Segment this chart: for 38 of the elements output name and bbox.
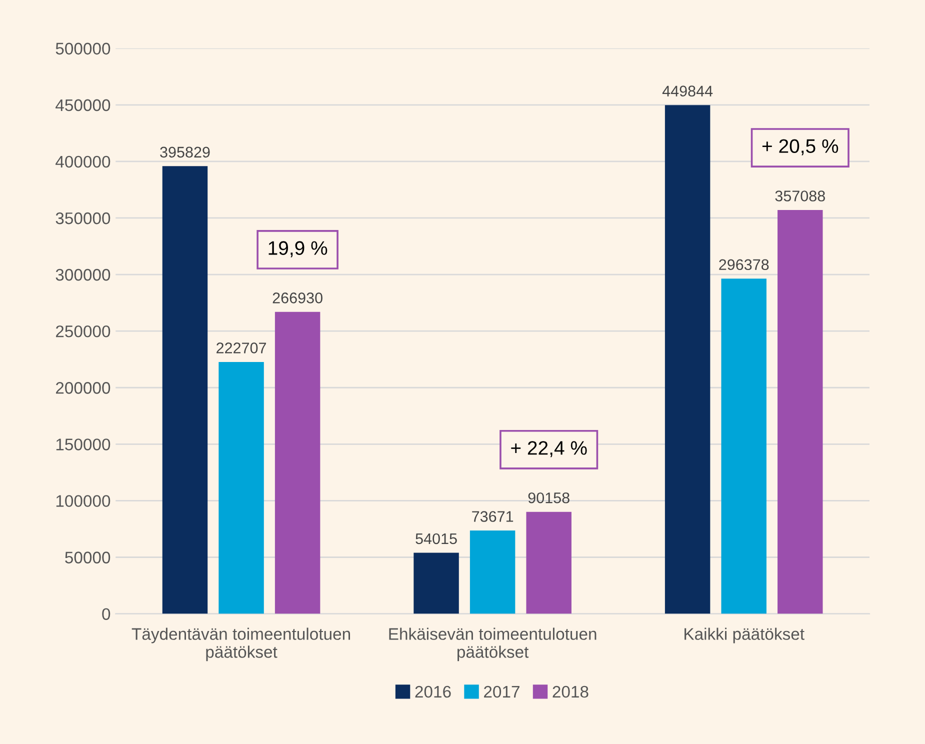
bar (778, 210, 823, 614)
data-label: 266930 (272, 292, 322, 304)
y-tick-label: 150000 (56, 438, 110, 450)
bar (162, 166, 208, 614)
x-tick-label: Täydentävän toimeentulotuen päätökset (132, 628, 350, 662)
y-tick-label: 100000 (56, 495, 110, 507)
data-label: 395829 (160, 146, 210, 158)
y-tick-label: 500000 (56, 42, 110, 55)
bar (470, 530, 516, 614)
y-tick-label: 450000 (56, 99, 110, 112)
legend-label: 2016 (415, 686, 451, 698)
y-tick-label: 400000 (56, 156, 110, 168)
bar (414, 552, 459, 614)
data-label: 73671 (472, 511, 514, 522)
y-tick-label: 200000 (56, 382, 110, 394)
y-tick-label: 250000 (56, 325, 110, 338)
annotation: 19,9 % (268, 241, 328, 258)
y-tick-label: 300000 (56, 268, 110, 281)
bar (526, 512, 572, 614)
data-label: 449844 (662, 86, 713, 97)
annotation: + 20,5 % (762, 139, 838, 156)
y-tick-label: 0 (102, 608, 110, 620)
x-tick-label: Kaikki päätökset (684, 628, 804, 644)
bar (274, 312, 320, 614)
legend-label: 2018 (552, 686, 588, 698)
y-tick-label: 50000 (65, 552, 110, 564)
data-label: 90158 (528, 492, 570, 504)
y-tick-label: 350000 (56, 212, 110, 224)
legend-label: 2017 (484, 686, 520, 698)
data-label: 296378 (719, 259, 769, 270)
bar (218, 362, 264, 614)
data-label: 222707 (216, 342, 266, 354)
bar (721, 278, 766, 614)
x-tick-label: Ehkäisevän toimeentulotuen päätökset (389, 628, 596, 662)
data-label: 54015 (416, 533, 457, 544)
bar (664, 105, 710, 614)
annotation: + 22,4 % (511, 441, 587, 458)
data-label: 357088 (775, 190, 825, 202)
